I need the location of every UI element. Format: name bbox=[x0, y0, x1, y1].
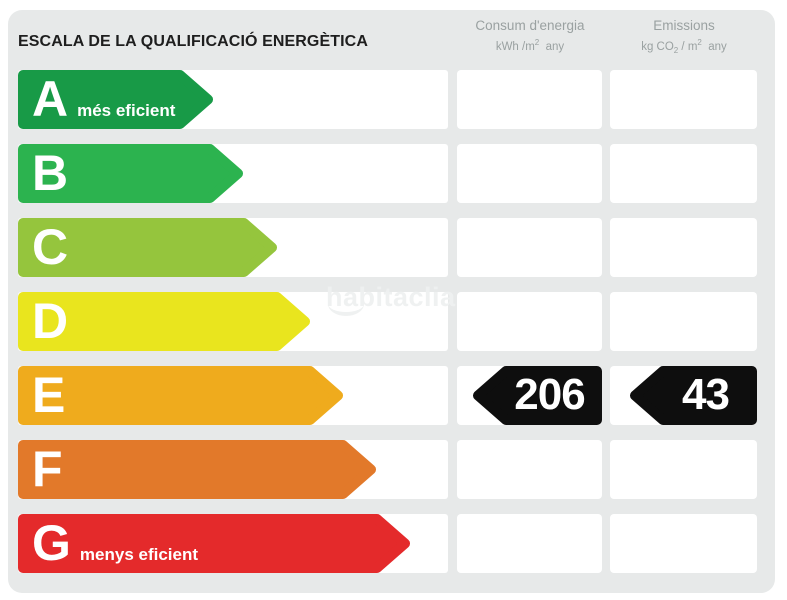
scale-row-c: C bbox=[8, 218, 775, 277]
unit-text: any bbox=[539, 40, 565, 53]
efficiency-note-g: menys eficient bbox=[79, 545, 199, 564]
consumption-cell-a bbox=[457, 70, 602, 129]
emissions-cell-e: 43 bbox=[610, 366, 757, 425]
unit-text: 2 bbox=[697, 38, 702, 47]
unit-text: 2 bbox=[673, 46, 679, 56]
consumption-value-pointer: 206 bbox=[473, 366, 602, 425]
rating-label-b: B bbox=[32, 144, 68, 203]
emissions-value-pointer: 43 bbox=[630, 366, 757, 425]
emissions-cell-d bbox=[610, 292, 757, 351]
emissions-header-label: Emissions bbox=[653, 18, 715, 33]
rating-arrow-f bbox=[18, 440, 376, 499]
emissions-cell-b bbox=[610, 144, 757, 203]
rating-label-d: D bbox=[32, 292, 68, 351]
energy-scale-panel: ESCALA DE LA QUALIFICACIÓ ENERGÈTICA Con… bbox=[8, 10, 775, 593]
emissions-cell-f bbox=[610, 440, 757, 499]
rating-arrow-b bbox=[18, 144, 243, 203]
rating-letter-g: G bbox=[32, 515, 71, 571]
rating-arrow-a bbox=[18, 70, 213, 129]
rating-arrow-e bbox=[18, 366, 343, 425]
rating-arrow-d bbox=[18, 292, 310, 351]
rating-arrow-c bbox=[18, 218, 277, 277]
rating-letter-c: C bbox=[32, 219, 69, 275]
consumption-cell-c bbox=[457, 218, 602, 277]
rating-letter-e: E bbox=[32, 367, 66, 423]
rating-letter-b: B bbox=[32, 145, 69, 201]
consumption-pointer-icon bbox=[473, 366, 602, 425]
consumption-cell-d bbox=[457, 292, 602, 351]
consumption-cell-e: 206 bbox=[457, 366, 602, 425]
consumption-column-header: Consum d'energia kWh /m2 any bbox=[430, 18, 630, 53]
scale-row-b: B bbox=[8, 144, 775, 203]
emissions-cell-g bbox=[610, 514, 757, 573]
rating-letter-f: F bbox=[32, 441, 63, 497]
emissions-pointer-icon bbox=[630, 366, 757, 425]
rating-letter-d: D bbox=[32, 293, 69, 349]
consumption-value: 206 bbox=[514, 370, 585, 419]
consumption-header-label: Consum d'energia bbox=[475, 18, 585, 33]
unit-text: 2 bbox=[534, 38, 540, 47]
efficiency-note-a: més eficient bbox=[77, 101, 176, 120]
consumption-cell-g bbox=[457, 514, 602, 573]
rating-label-c: C bbox=[32, 218, 68, 277]
consumption-cell-f bbox=[457, 440, 602, 499]
emissions-header-unit: kg CO2 / m2 any bbox=[584, 38, 784, 55]
scale-row-e: E 206 43 bbox=[8, 366, 775, 425]
watermark-smile-icon bbox=[328, 300, 364, 316]
consumption-cell-b bbox=[457, 144, 602, 203]
page-title: ESCALA DE LA QUALIFICACIÓ ENERGÈTICA bbox=[18, 33, 368, 50]
scale-row-d: D bbox=[8, 292, 775, 351]
rating-label-f: F bbox=[32, 440, 63, 499]
emissions-cell-c bbox=[610, 218, 757, 277]
unit-text: any bbox=[701, 40, 727, 53]
rating-arrow-g bbox=[18, 514, 410, 573]
rating-label-e: E bbox=[32, 366, 65, 425]
unit-text: kWh /m bbox=[495, 40, 535, 53]
unit-text: / m bbox=[678, 40, 698, 53]
emissions-value: 43 bbox=[682, 370, 730, 419]
emissions-cell-a bbox=[610, 70, 757, 129]
rating-letter-a: A bbox=[32, 71, 69, 127]
unit-text: kg CO bbox=[641, 40, 674, 53]
scale-row-f: F bbox=[8, 440, 775, 499]
emissions-column-header: Emissions kg CO2 / m2 any bbox=[584, 18, 784, 55]
consumption-header-unit: kWh /m2 any bbox=[430, 38, 630, 53]
